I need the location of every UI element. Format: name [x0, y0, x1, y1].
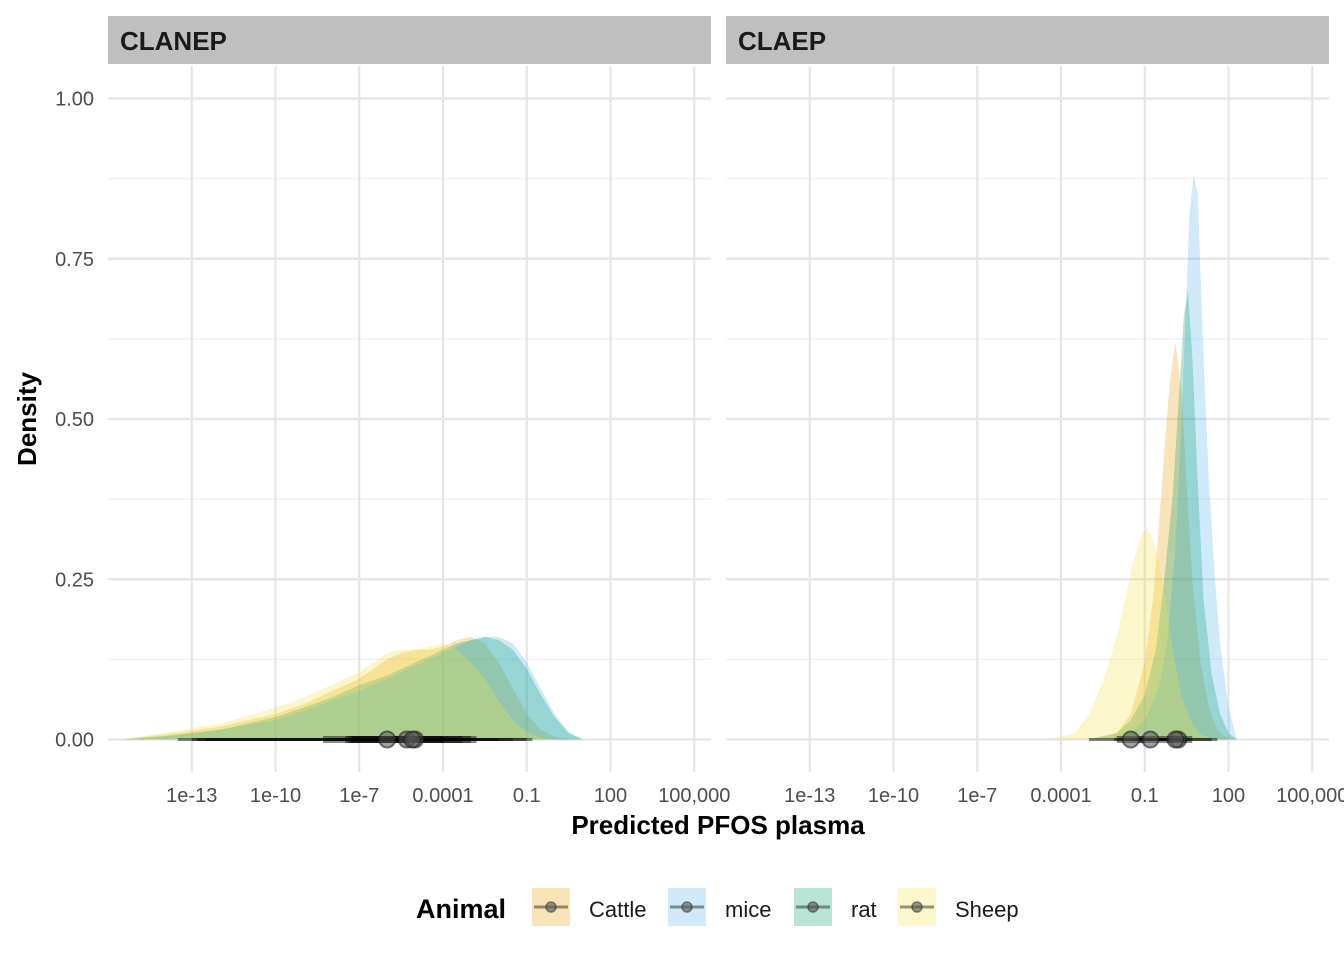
density-area-sheep [122, 643, 555, 740]
median-point-rat [403, 730, 422, 749]
x-tick-label: 100 [1212, 785, 1245, 807]
density-area-mice [122, 636, 583, 740]
x-tick-label: 1e-13 [784, 785, 835, 807]
facet-panel-clanep: CLANEP 0.00 0.25 0.50 0.75 1.00 1e-13 1e-10 1e-7… [55, 16, 730, 807]
legend-entry-sheep: Sheep [898, 888, 1019, 926]
legend: Animal Cattle mice rat Sheep [416, 888, 1019, 926]
legend-entry-mice: mice [668, 888, 771, 926]
facet-panel-claep: CLAEP 1e-13 1e-10 1e-7 0.0001 0.1 100 100,000 [726, 16, 1344, 807]
y-axis-title: Density [12, 372, 42, 466]
legend-entry-rat: rat [794, 888, 877, 926]
density-area-rat [122, 636, 583, 740]
legend-key-point [807, 901, 819, 913]
x-tick-label: 100,000 [658, 785, 730, 807]
x-tick-label: 0.1 [1131, 785, 1159, 807]
facet-strip-label: CLANEP [120, 26, 227, 56]
x-tick-label: 0.0001 [1030, 785, 1091, 807]
legend-label: rat [851, 897, 877, 922]
y-tick-label: 0.25 [55, 569, 94, 591]
density-area-mice [1102, 175, 1237, 740]
x-tick-label: 0.1 [513, 785, 541, 807]
legend-key-point [911, 901, 923, 913]
x-tick-label: 1e-10 [868, 785, 919, 807]
x-tick-label: 100 [594, 785, 627, 807]
x-tick-label: 100,000 [1276, 785, 1344, 807]
median-point-rat [1166, 730, 1185, 749]
x-tick-label: 1e-7 [339, 785, 379, 807]
facet-panels: CLANEP 0.00 0.25 0.50 0.75 1.00 1e-13 1e-10 1e-7… [55, 16, 1344, 807]
legend-title: Animal [416, 894, 506, 924]
legend-entry-cattle: Cattle [532, 888, 646, 926]
x-tick-label: 1e-7 [957, 785, 997, 807]
legend-label: Cattle [589, 897, 646, 922]
density-area-cattle [122, 636, 569, 740]
x-axis-title: Predicted PFOS plasma [571, 810, 865, 840]
x-tick-label: 1e-13 [166, 785, 217, 807]
y-tick-label: 0.50 [55, 409, 94, 431]
density-area-rat [1088, 290, 1237, 740]
legend-key-point [545, 901, 557, 913]
median-point-cattle [1141, 730, 1160, 749]
x-tick-label: 1e-10 [250, 785, 301, 807]
legend-label: mice [725, 897, 771, 922]
median-point-sheep [1121, 730, 1140, 749]
facet-strip [108, 16, 711, 64]
y-tick-label: 1.00 [55, 89, 94, 111]
facet-strip [726, 16, 1329, 64]
y-tick-label: 0.00 [55, 730, 94, 752]
median-point-sheep [378, 730, 397, 749]
x-tick-label: 0.0001 [412, 785, 473, 807]
density-area-cattle [1088, 342, 1229, 740]
facet-strip-label: CLAEP [738, 26, 826, 56]
legend-label: Sheep [955, 897, 1019, 922]
y-tick-label: 0.75 [55, 249, 94, 271]
density-area-sheep [1047, 528, 1215, 740]
legend-key-point [681, 901, 693, 913]
